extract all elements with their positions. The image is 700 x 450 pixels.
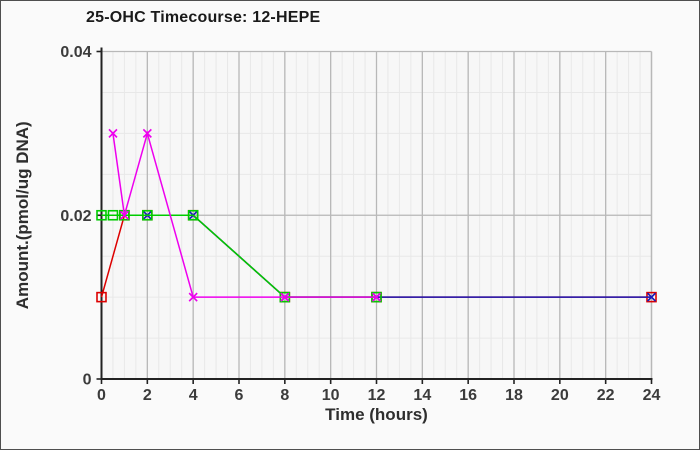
series-line-magenta-crosses bbox=[112, 130, 377, 298]
x-tick-label: 10 bbox=[322, 387, 340, 404]
marker-magenta-crosses bbox=[188, 292, 198, 302]
x-axis-label: Time (hours) bbox=[325, 405, 428, 424]
y-tick-label: 0 bbox=[83, 372, 92, 389]
marker-magenta-crosses bbox=[119, 210, 129, 220]
marker-magenta-crosses bbox=[142, 128, 152, 138]
marker-green-squares bbox=[96, 209, 107, 221]
chart-title: 25-OHC Timecourse: 12-HEPE bbox=[86, 9, 321, 26]
marker-green-squares bbox=[187, 209, 199, 221]
marker-magenta-crosses bbox=[371, 292, 382, 302]
marker-green-squares bbox=[142, 209, 153, 221]
x-tick-label: 16 bbox=[459, 387, 477, 404]
x-tick-label: 24 bbox=[643, 387, 661, 404]
x-tick-label: 20 bbox=[551, 387, 569, 404]
y-tick-label: 0.02 bbox=[60, 208, 91, 225]
marker-magenta-crosses bbox=[280, 292, 290, 302]
marker-magenta-crosses bbox=[108, 128, 118, 138]
x-tick-label: 22 bbox=[597, 387, 615, 404]
x-tick-label: 6 bbox=[235, 387, 244, 404]
data-series bbox=[96, 128, 657, 303]
y-tick-label: 0.04 bbox=[60, 44, 91, 61]
marker-green-squares bbox=[107, 209, 119, 221]
x-tick-label: 14 bbox=[413, 387, 431, 404]
x-tick-label: 2 bbox=[143, 387, 152, 404]
marker-red-squares bbox=[96, 291, 107, 303]
axes bbox=[96, 47, 653, 384]
y-axis-label: Amount.(pmol/ug DNA) bbox=[13, 121, 32, 309]
marker-navy-crosses bbox=[646, 292, 657, 302]
x-tick-label: 8 bbox=[280, 387, 289, 404]
x-tick-label: 0 bbox=[97, 387, 106, 404]
x-tick-label: 18 bbox=[505, 387, 523, 404]
x-tick-label: 4 bbox=[189, 387, 198, 404]
x-tick-label: 12 bbox=[368, 387, 386, 404]
